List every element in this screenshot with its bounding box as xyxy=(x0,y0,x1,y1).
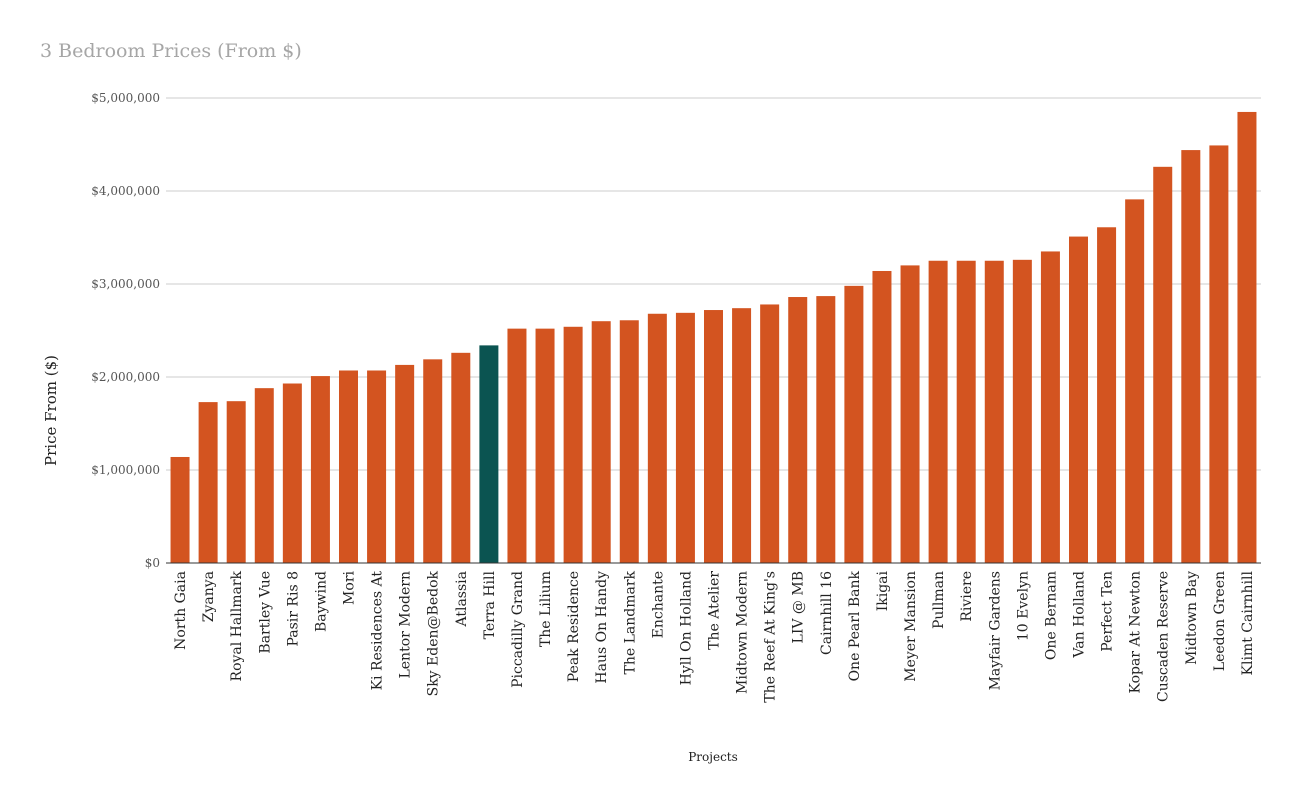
x-tick-label: Peak Residence xyxy=(566,571,582,682)
bar xyxy=(254,388,274,563)
x-tick-label: Hyll On Holland xyxy=(678,571,694,685)
y-tick-label: $2,000,000 xyxy=(91,370,160,384)
x-tick-label: Cairnhill 16 xyxy=(819,571,835,655)
x-tick-label: Perfect Ten xyxy=(1100,571,1116,652)
x-tick-label: North Gaia xyxy=(173,571,189,650)
bar xyxy=(1097,227,1117,563)
bar xyxy=(816,296,836,563)
bar xyxy=(1237,111,1257,563)
bar xyxy=(732,308,752,563)
x-tick-label: Pasir Ris 8 xyxy=(285,571,301,647)
bar xyxy=(563,326,583,563)
bar xyxy=(984,260,1004,563)
x-tick-label: LIV @ MB xyxy=(791,571,807,643)
x-tick-label: The Landmark xyxy=(622,570,638,674)
x-tick-label: Mori xyxy=(342,570,358,604)
bar xyxy=(788,297,808,563)
bar xyxy=(479,345,499,563)
y-axis-title: Price From ($) xyxy=(42,355,60,466)
y-tick-label: $3,000,000 xyxy=(91,277,160,291)
bar xyxy=(844,285,864,563)
x-tick-label: Riviere xyxy=(959,571,975,622)
bar xyxy=(675,312,695,563)
x-tick-label: Enchante xyxy=(650,571,666,638)
x-tick-label: One Pearl Bank xyxy=(847,570,863,681)
x-tick-label: Zyanya xyxy=(201,571,217,622)
bar xyxy=(423,359,443,563)
bar xyxy=(1153,166,1173,563)
y-tick-label: $4,000,000 xyxy=(91,184,160,198)
x-tick-label: The Reef At King's xyxy=(763,571,779,703)
bar xyxy=(367,370,387,563)
x-tick-label: Atlassia xyxy=(454,571,470,628)
x-tick-label: One Bernam xyxy=(1043,571,1059,660)
bar xyxy=(226,401,246,563)
x-axis-title: Projects xyxy=(688,750,738,764)
bar xyxy=(1181,150,1201,563)
bar xyxy=(956,260,976,563)
x-tick-label: Haus On Handy xyxy=(594,571,610,684)
x-tick-label: Ikigai xyxy=(875,570,891,611)
x-tick-label: Piccadilly Grand xyxy=(510,571,526,688)
bar xyxy=(310,376,330,563)
bar xyxy=(619,320,639,563)
bar xyxy=(760,304,780,563)
y-tick-label: $0 xyxy=(145,556,160,570)
x-tick-label: Bartley Vue xyxy=(257,571,273,654)
x-tick-label: The Lilium xyxy=(538,571,554,647)
bar xyxy=(1012,259,1032,563)
x-tick-label: Klimt Cairnhill xyxy=(1240,570,1256,675)
bar xyxy=(198,402,218,563)
x-tick-label: 10 Evelyn xyxy=(1015,571,1031,641)
bar xyxy=(928,260,948,563)
x-tick-label: Midtown Modern xyxy=(735,571,751,694)
x-tick-label: Sky Eden@Bedok xyxy=(426,570,442,696)
bar xyxy=(451,352,471,563)
x-tick-label: Baywind xyxy=(313,571,329,632)
x-tick-label: Midtown Bay xyxy=(1184,571,1200,665)
bar xyxy=(339,370,358,563)
bar xyxy=(507,328,527,563)
y-tick-label: $5,000,000 xyxy=(91,91,160,105)
bar xyxy=(704,310,723,563)
bar xyxy=(282,383,302,563)
bar xyxy=(170,456,190,563)
chart-title: 3 Bedroom Prices (From $) xyxy=(40,40,302,62)
bar xyxy=(872,270,892,563)
x-tick-label: Royal Hallmark xyxy=(229,570,245,681)
bar xyxy=(1069,236,1088,563)
x-tick-label: Ki Residences At xyxy=(370,571,386,691)
bar xyxy=(591,321,611,563)
bar xyxy=(647,313,667,563)
x-tick-label: Lentor Modern xyxy=(398,571,414,679)
bar xyxy=(395,364,415,563)
x-tick-label: Cuscaden Reserve xyxy=(1156,571,1172,702)
bar xyxy=(900,265,920,563)
y-tick-label: $1,000,000 xyxy=(91,463,160,477)
bar xyxy=(1209,145,1229,563)
x-tick-label: Mayfair Gardens xyxy=(987,571,1003,690)
x-tick-label: Leedon Green xyxy=(1212,571,1228,671)
x-tick-label: The Atelier xyxy=(707,571,723,650)
x-tick-label: Kopar At Newton xyxy=(1128,571,1144,694)
bar xyxy=(535,328,555,563)
bar xyxy=(1040,251,1060,563)
x-tick-label: Terra Hill xyxy=(482,570,498,639)
x-tick-label: Meyer Mansion xyxy=(903,571,919,682)
x-tick-label: Van Holland xyxy=(1072,571,1088,659)
x-tick-label: Pullman xyxy=(931,571,947,629)
bar xyxy=(1125,199,1145,563)
